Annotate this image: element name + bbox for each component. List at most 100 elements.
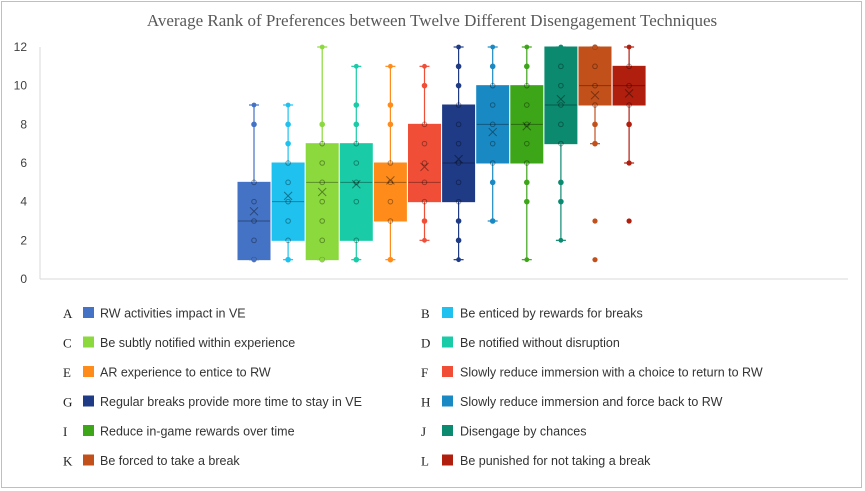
data-point xyxy=(387,198,394,205)
legend-letter: L xyxy=(421,454,429,469)
legend-label: Slowly reduce immersion and force back t… xyxy=(460,395,723,409)
data-point xyxy=(558,63,564,70)
outlier-point xyxy=(592,257,598,263)
data-point xyxy=(489,140,496,147)
box-h xyxy=(476,44,510,224)
legend-item-c: C Be subtly notified within experience xyxy=(63,336,295,351)
data-point xyxy=(626,82,632,89)
data-point xyxy=(558,121,564,128)
box-body xyxy=(442,104,476,203)
data-point xyxy=(319,44,325,50)
y-tick-label: 8 xyxy=(20,117,27,131)
mean-marker xyxy=(249,206,259,216)
data-point xyxy=(251,257,257,263)
data-point xyxy=(319,160,326,166)
data-point xyxy=(251,121,257,128)
box-series xyxy=(237,44,646,263)
legend-item-d: D Be notified without disruption xyxy=(421,336,620,351)
data-point xyxy=(592,82,598,89)
data-point xyxy=(524,121,530,128)
legend-label: Disengage by chances xyxy=(460,425,586,439)
data-point xyxy=(285,198,291,205)
legend-swatch xyxy=(83,307,94,318)
box-body xyxy=(237,181,271,261)
legend-label: AR experience to entice to RW xyxy=(100,366,271,380)
data-point xyxy=(558,140,564,147)
legend-letter: K xyxy=(63,454,73,469)
chart-title: Average Rank of Preferences between Twel… xyxy=(147,11,717,30)
data-point xyxy=(455,121,462,128)
legend-item-f: F Slowly reduce immersion with a choice t… xyxy=(421,365,763,380)
legend-label: Reduce in-game rewards over time xyxy=(100,425,295,439)
mean-marker xyxy=(420,162,429,172)
data-point xyxy=(524,82,530,89)
legend-swatch xyxy=(442,425,453,436)
data-point xyxy=(456,44,461,50)
legend-swatch xyxy=(83,425,94,436)
data-point xyxy=(558,82,564,89)
data-point xyxy=(251,237,257,244)
data-point xyxy=(490,218,496,224)
box-body xyxy=(578,46,612,106)
box-b xyxy=(271,102,305,263)
data-point xyxy=(353,237,360,244)
data-point xyxy=(558,44,564,50)
data-point xyxy=(558,237,564,243)
data-point xyxy=(319,140,326,147)
data-point xyxy=(319,237,326,244)
legend-label: Regular breaks provide more time to stay… xyxy=(100,395,362,409)
data-point xyxy=(592,121,598,128)
data-point xyxy=(251,102,257,108)
data-point xyxy=(353,140,360,147)
box-body xyxy=(271,162,305,241)
data-point xyxy=(626,63,632,70)
data-point xyxy=(353,121,360,128)
legend-swatch xyxy=(442,307,453,318)
box-g xyxy=(442,44,476,263)
legend-label: Be subtly notified within experience xyxy=(100,336,295,350)
legend-swatch xyxy=(442,366,453,377)
data-point xyxy=(421,140,428,147)
data-point xyxy=(455,198,462,205)
data-point xyxy=(490,44,496,50)
data-point xyxy=(319,179,326,186)
legend-letter: D xyxy=(421,336,430,351)
mean-marker xyxy=(351,179,361,189)
data-point xyxy=(422,63,427,69)
legend-letter: F xyxy=(421,365,428,380)
data-point xyxy=(558,198,564,205)
data-point xyxy=(421,198,428,205)
data-point xyxy=(558,179,564,186)
box-j xyxy=(544,44,578,243)
box-i xyxy=(510,44,544,263)
box-k xyxy=(578,44,612,263)
data-point xyxy=(387,102,394,108)
legend-swatch xyxy=(442,395,453,407)
data-point xyxy=(251,198,257,205)
data-point xyxy=(592,63,598,70)
data-point xyxy=(489,102,496,108)
data-point xyxy=(455,179,462,186)
data-point xyxy=(489,160,496,166)
y-tick-label: 6 xyxy=(20,156,27,170)
box-e xyxy=(373,63,407,263)
data-point xyxy=(319,198,326,205)
box-l xyxy=(612,44,646,224)
legend-label: RW activities impact in VE xyxy=(100,307,246,321)
legend-letter: E xyxy=(63,365,71,380)
box-body xyxy=(373,162,407,222)
mean-marker xyxy=(488,127,498,137)
box-body xyxy=(305,143,339,261)
data-point xyxy=(626,102,632,108)
legend-label: Be forced to take a break xyxy=(100,454,240,468)
data-point xyxy=(387,160,394,166)
legend-label: Be notified without disruption xyxy=(460,336,620,350)
legend-item-k: K Be forced to take a break xyxy=(63,454,240,469)
data-point xyxy=(285,257,291,263)
data-point xyxy=(251,218,257,224)
data-point xyxy=(285,179,291,186)
legend-label: Be punished for not taking a break xyxy=(460,454,651,468)
y-tick-label: 0 xyxy=(20,272,27,286)
data-point xyxy=(455,63,462,70)
